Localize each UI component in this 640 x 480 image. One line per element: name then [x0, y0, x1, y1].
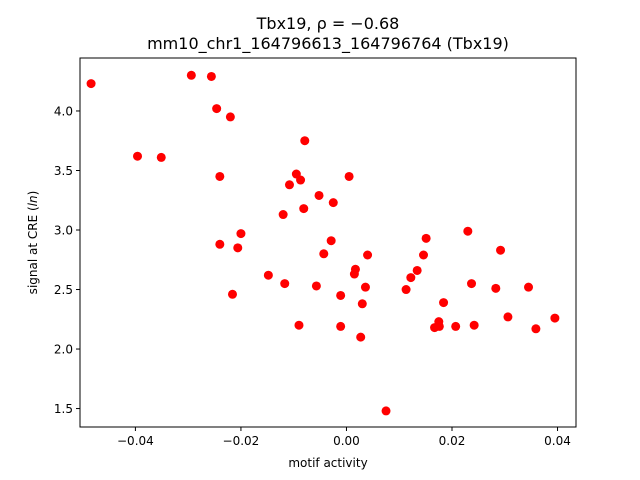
data-point [467, 279, 477, 289]
data-point [344, 171, 354, 181]
data-point [296, 175, 306, 185]
data-point [336, 290, 346, 300]
data-point [326, 236, 336, 246]
data-point [233, 243, 243, 253]
data-point [363, 250, 373, 260]
data-point [357, 299, 367, 309]
data-point [215, 239, 225, 249]
x-tick-label: 0.00 [333, 434, 360, 448]
data-point [336, 321, 346, 331]
data-point [156, 152, 166, 162]
data-point [206, 71, 216, 81]
data-point [491, 283, 501, 293]
data-point [401, 285, 411, 295]
y-tick-label: 2.0 [54, 343, 73, 357]
y-tick-label: 1.5 [54, 402, 73, 416]
plot-area-frame [79, 57, 577, 428]
data-point [311, 281, 321, 291]
data-point [381, 406, 391, 416]
data-point [227, 289, 237, 299]
data-point [299, 204, 309, 214]
data-point [463, 226, 473, 236]
data-point [300, 136, 310, 146]
data-points [86, 70, 560, 416]
data-point [278, 210, 288, 220]
data-point [451, 321, 461, 331]
data-point [531, 324, 541, 334]
data-point [215, 171, 225, 181]
data-point [294, 320, 304, 330]
data-point [319, 249, 329, 259]
y-tick-label: 2.5 [54, 283, 73, 297]
data-point [133, 151, 143, 161]
x-tick-label: −0.04 [117, 434, 154, 448]
data-point [328, 198, 338, 208]
y-tick-label: 3.5 [54, 164, 73, 178]
x-tick-label: 0.04 [544, 434, 571, 448]
data-point [284, 180, 294, 190]
data-point [469, 320, 479, 330]
data-point [280, 279, 290, 289]
data-point [421, 233, 431, 243]
data-point [496, 245, 506, 255]
y-axis-label: signal at CRE (ln) [26, 191, 40, 295]
data-point [503, 312, 513, 322]
data-point [263, 270, 273, 280]
x-axis-label: motif activity [288, 456, 367, 470]
data-point [86, 79, 96, 89]
data-point [225, 112, 235, 122]
x-axis-ticks: −0.04 −0.02 0.00 0.02 0.04 [117, 427, 571, 448]
chart-title-line1: Tbx19, ρ = −0.68 [256, 14, 400, 33]
data-point [412, 265, 422, 275]
data-point [550, 313, 560, 323]
data-point [349, 269, 359, 279]
data-point [360, 282, 370, 292]
y-tick-label: 4.0 [54, 104, 73, 118]
data-point [212, 104, 222, 114]
data-point [314, 190, 324, 200]
data-point [434, 321, 444, 331]
data-point [419, 250, 429, 260]
x-tick-label: 0.02 [439, 434, 466, 448]
y-tick-label: 3.0 [54, 224, 73, 238]
data-point [524, 282, 534, 292]
data-point [406, 273, 416, 283]
data-point [186, 70, 196, 80]
y-axis-ticks: 1.5 2.0 2.5 3.0 3.5 4.0 [54, 104, 80, 416]
data-point [236, 229, 246, 239]
data-point [356, 332, 366, 342]
chart-title-line2: mm10_chr1_164796613_164796764 (Tbx19) [147, 34, 509, 54]
data-point [439, 298, 449, 308]
x-tick-label: −0.02 [223, 434, 260, 448]
